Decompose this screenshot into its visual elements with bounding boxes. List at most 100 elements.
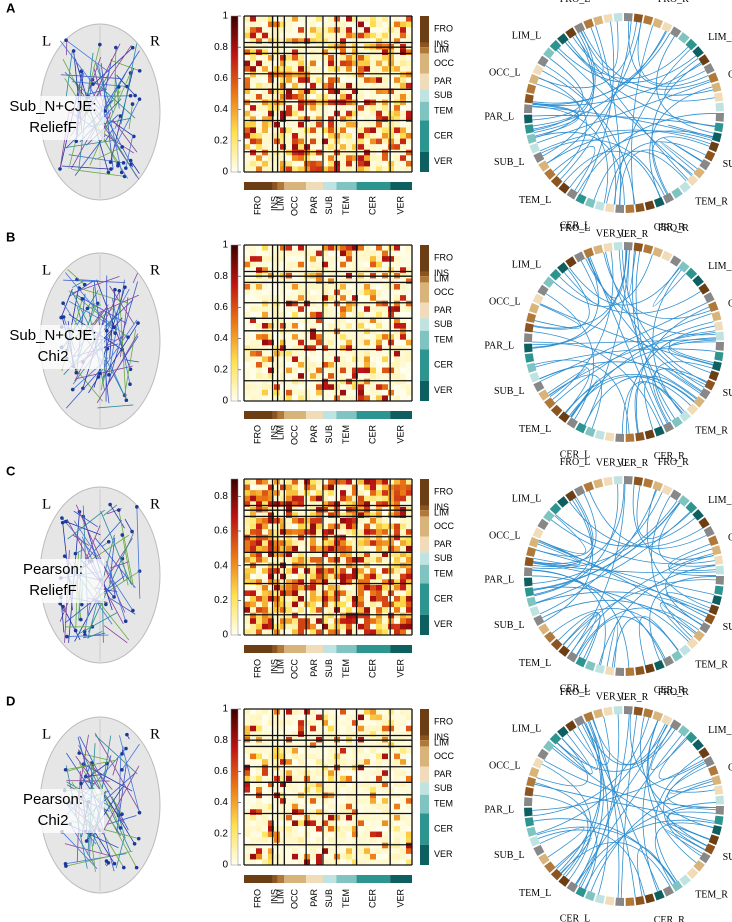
- heatmap-cell: [358, 742, 365, 749]
- heatmap-cell: [304, 529, 311, 536]
- heatmap-cell: [244, 27, 251, 34]
- heatmap-cell: [394, 82, 401, 89]
- heatmap-cell: [364, 781, 371, 788]
- heatmap-cell: [280, 529, 287, 536]
- heatmap-cell: [262, 523, 269, 530]
- heatmap-cell: [328, 71, 335, 78]
- circle-segment: [644, 893, 655, 904]
- heatmap-cell: [262, 317, 269, 324]
- heatmap-cell: [346, 809, 353, 816]
- heatmap-cell: [310, 350, 317, 357]
- heatmap-cell: [340, 584, 347, 591]
- heatmap-cell: [394, 759, 401, 766]
- heatmap-cell: [256, 245, 263, 251]
- heatmap-cell: [280, 245, 287, 251]
- circle-chord: [532, 759, 704, 811]
- heatmap-cell: [346, 256, 353, 263]
- heatmap-cell: [358, 803, 365, 810]
- circle-segment: [550, 638, 563, 651]
- heatmap-cell: [388, 770, 395, 777]
- heatmap-cell: [292, 837, 299, 844]
- heatmap-cell: [256, 725, 263, 732]
- heatmap-cell: [256, 742, 263, 749]
- heatmap-cell: [352, 278, 359, 285]
- heatmap-cell: [316, 256, 323, 263]
- heatmap-cell: [280, 82, 287, 89]
- heatmap-cell: [298, 770, 305, 777]
- heatmap-cell: [394, 60, 401, 67]
- brain-edge: [67, 509, 105, 540]
- heatmap-cell: [358, 373, 365, 380]
- heatmap-cell: [370, 350, 377, 357]
- heatmap-cell: [370, 629, 377, 636]
- circle-segment: [711, 545, 722, 556]
- heatmap-cell: [304, 837, 311, 844]
- heatmap-cell: [388, 395, 395, 402]
- brain-edge: [105, 275, 108, 402]
- heatmap-cell: [340, 720, 347, 727]
- region-label: PAR: [309, 889, 319, 907]
- heatmap-cell: [256, 278, 263, 285]
- heatmap-cell: [310, 837, 317, 844]
- heatmap-cell: [322, 731, 329, 738]
- circle-segment: [624, 242, 633, 251]
- region-bar: [420, 73, 429, 90]
- panel-label: A: [6, 0, 16, 15]
- heatmap-cell: [268, 781, 275, 788]
- heatmap-cell: [280, 395, 287, 402]
- circle-chord: [539, 361, 706, 386]
- heatmap-cell: [268, 267, 275, 274]
- circle-segment: [533, 380, 545, 392]
- heatmap-cell: [268, 323, 275, 329]
- method-label: Pearson:: [23, 791, 83, 808]
- heatmap-cell: [280, 261, 287, 268]
- brain-edge: [132, 272, 138, 284]
- heatmap-cell: [346, 748, 353, 754]
- brain-node: [121, 865, 126, 870]
- heatmap-cell: [244, 495, 251, 502]
- circle-segment: [524, 797, 533, 806]
- circle-segment: [526, 83, 537, 94]
- heatmap-cell: [352, 781, 359, 788]
- heatmap-cell: [334, 121, 341, 128]
- heatmap-cell: [310, 590, 317, 597]
- heatmap-cell: [292, 105, 299, 112]
- heatmap-cell: [352, 787, 359, 793]
- heatmap-cell: [244, 311, 251, 318]
- heatmap-cell: [316, 284, 323, 290]
- heatmap-cell: [370, 328, 377, 335]
- heatmap-cell: [334, 38, 341, 45]
- heatmap-cell: [316, 60, 323, 67]
- circle-segment: [543, 276, 555, 288]
- heatmap-cell: [370, 826, 377, 832]
- heatmap-cell: [340, 787, 347, 793]
- heatmap-cell: [352, 105, 359, 112]
- heatmap-cell: [340, 607, 347, 614]
- circle-segment: [635, 431, 645, 442]
- heatmap-cell: [328, 831, 335, 838]
- heatmap-cell: [394, 378, 401, 385]
- heatmap-cell: [340, 568, 347, 575]
- heatmap-cell: [394, 742, 401, 749]
- heatmap-cell: [364, 590, 371, 597]
- heatmap-cell: [358, 88, 365, 95]
- heatmap-cell: [340, 837, 347, 844]
- brain-node: [120, 533, 125, 537]
- heatmap-cell: [298, 16, 305, 22]
- heatmap-cell: [322, 250, 329, 257]
- circle-chord: [668, 548, 717, 576]
- brain-node: [116, 508, 121, 512]
- heatmap-cell: [304, 859, 311, 866]
- heatmap-cell: [358, 245, 365, 251]
- circle-label: PAR_L: [484, 575, 514, 586]
- heatmap-cell: [304, 775, 311, 782]
- heatmap-cell: [310, 284, 317, 290]
- heatmap-cell: [382, 121, 389, 128]
- heatmap-cell: [376, 618, 383, 625]
- heatmap-cell: [340, 289, 347, 296]
- heatmap-cell: [268, 490, 275, 497]
- heatmap-cell: [262, 484, 269, 491]
- heatmap-cell: [358, 545, 365, 552]
- heatmap-cell: [286, 82, 293, 89]
